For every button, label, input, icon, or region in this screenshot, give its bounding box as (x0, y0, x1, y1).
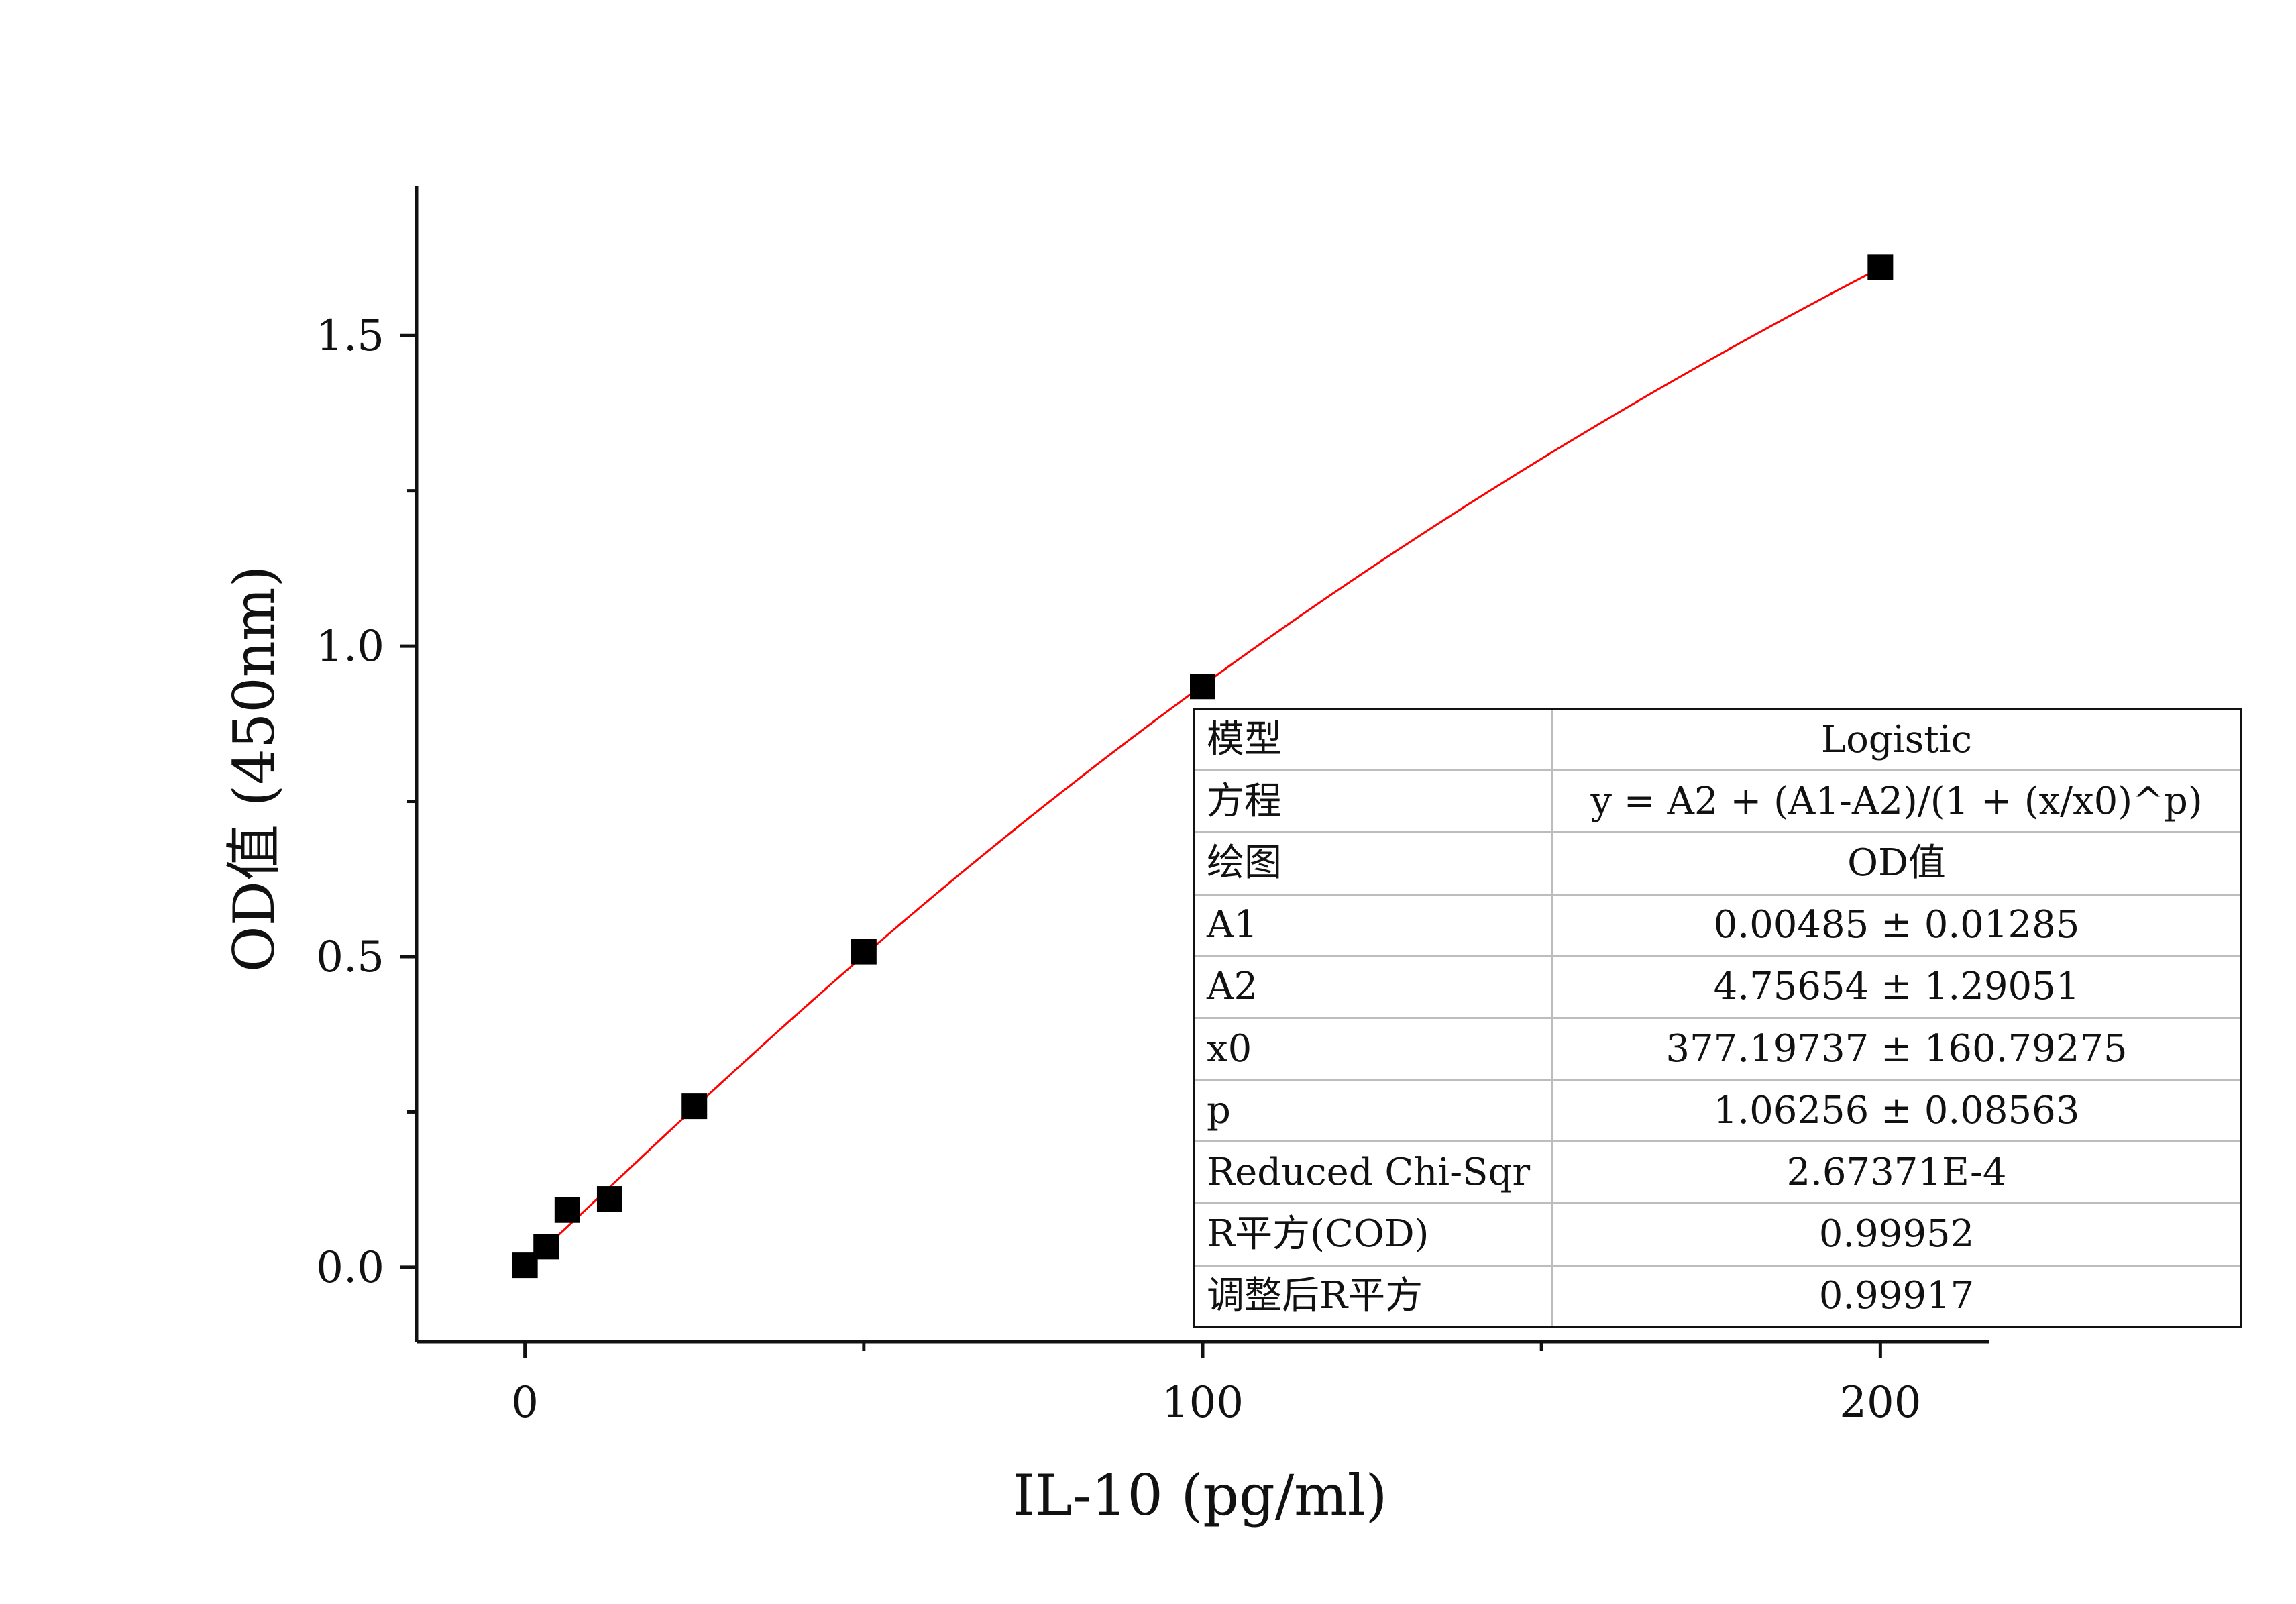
stats-value: 1.06256 ± 0.08563 (1551, 1079, 2240, 1143)
fit-parameters-table: 模型 Logistic 方程 y = A2 + (A1-A2)/(1 + (x/x0)… (1193, 708, 2242, 1328)
stats-row: 调整后R平方 0.99917 (1195, 1264, 2240, 1326)
stats-value: OD值 (1551, 831, 2240, 896)
axes: 0.0 0.5 1.0 1.5 0 100 200 (316, 186, 1989, 1428)
stats-row: A2 4.75654 ± 1.29051 (1195, 955, 2240, 1019)
data-point (533, 1234, 559, 1260)
data-point (1867, 254, 1894, 280)
x-axis-title: IL-10 (pg/ml) (1013, 1462, 1388, 1528)
stats-row: 绘图 OD值 (1195, 831, 2240, 896)
data-point (1190, 674, 1215, 700)
stats-label: R平方(COD) (1195, 1202, 1553, 1267)
y-tick-label: 0.5 (316, 932, 384, 982)
stats-row: A1 0.00485 ± 0.01285 (1195, 893, 2240, 957)
stats-label: 调整后R平方 (1195, 1264, 1553, 1326)
data-point (554, 1197, 580, 1223)
stats-label: 绘图 (1195, 831, 1553, 896)
y-tick-label: 1.5 (316, 311, 384, 361)
stats-value: y = A2 + (A1-A2)/(1 + (x/x0)^p) (1551, 769, 2240, 834)
stats-row: Reduced Chi-Sqr 2.67371E-4 (1195, 1140, 2240, 1205)
data-point (681, 1093, 708, 1120)
stats-label: A1 (1195, 893, 1553, 957)
y-tick-label: 0.0 (316, 1243, 384, 1293)
stats-value: 377.19737 ± 160.79275 (1551, 1016, 2240, 1081)
y-axis-title: OD值 (450nm) (221, 566, 287, 973)
stats-row: R平方(COD) 0.99952 (1195, 1202, 2240, 1267)
data-points (512, 254, 1894, 1279)
stats-label: 方程 (1195, 769, 1553, 834)
x-tick-label: 0 (511, 1378, 539, 1428)
x-tick-label: 100 (1162, 1378, 1244, 1428)
stats-label: x0 (1195, 1016, 1553, 1081)
stats-label: Reduced Chi-Sqr (1195, 1140, 1553, 1205)
x-tick-label: 200 (1839, 1378, 1921, 1428)
stats-row: 模型 Logistic (1195, 710, 2240, 772)
stats-row: 方程 y = A2 + (A1-A2)/(1 + (x/x0)^p) (1195, 769, 2240, 834)
data-point (596, 1186, 622, 1212)
stats-value: 0.99917 (1551, 1264, 2240, 1326)
stats-row: x0 377.19737 ± 160.79275 (1195, 1016, 2240, 1081)
y-tick-label: 1.0 (316, 622, 384, 672)
stats-value: 4.75654 ± 1.29051 (1551, 955, 2240, 1019)
stats-label: p (1195, 1079, 1553, 1143)
stats-value: Logistic (1551, 710, 2240, 772)
stats-row: p 1.06256 ± 0.08563 (1195, 1079, 2240, 1143)
stats-value: 0.99952 (1551, 1202, 2240, 1267)
stats-value: 0.00485 ± 0.01285 (1551, 893, 2240, 957)
data-point (851, 939, 877, 965)
stats-value: 2.67371E-4 (1551, 1140, 2240, 1205)
stats-label: A2 (1195, 955, 1553, 1019)
stats-label: 模型 (1195, 710, 1553, 772)
